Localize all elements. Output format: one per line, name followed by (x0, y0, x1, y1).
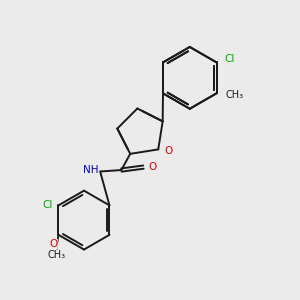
Text: Cl: Cl (42, 200, 52, 210)
Text: O: O (49, 239, 57, 249)
Text: Cl: Cl (225, 55, 235, 64)
Text: O: O (149, 162, 157, 172)
Text: CH₃: CH₃ (48, 250, 66, 260)
Text: O: O (165, 146, 173, 156)
Text: NH: NH (83, 165, 99, 175)
Text: CH₃: CH₃ (226, 90, 244, 100)
